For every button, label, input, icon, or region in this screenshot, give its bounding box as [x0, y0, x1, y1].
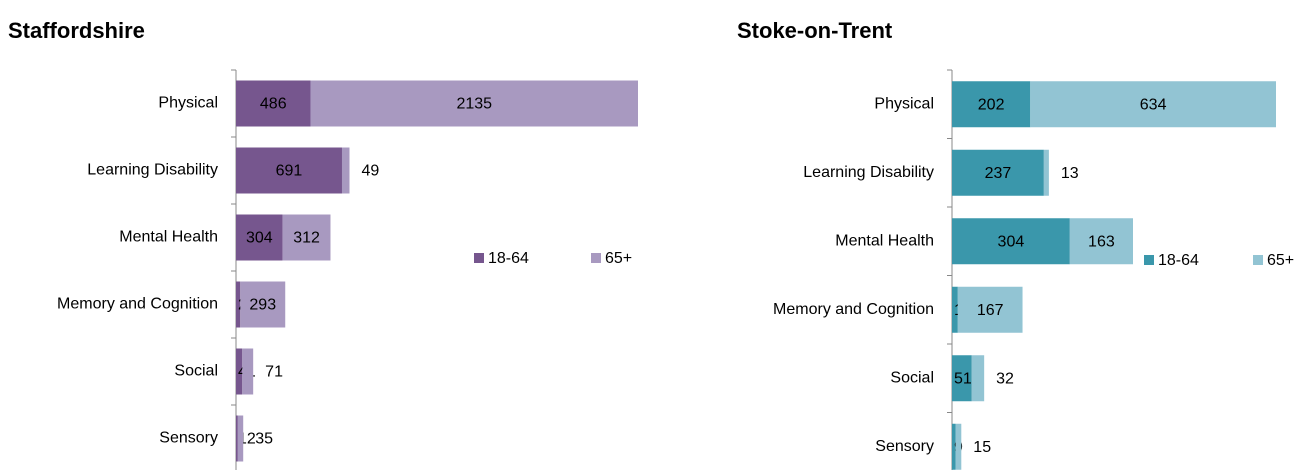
data-label: 71 [265, 364, 283, 381]
bar-segment [952, 355, 972, 402]
bar-segment [236, 214, 283, 261]
bar-segment [952, 81, 1031, 128]
data-label: 237 [985, 165, 1012, 182]
category-label: Physical [874, 95, 934, 112]
bar-segment [236, 281, 241, 328]
category-label: Learning Disability [803, 164, 934, 181]
bar-segment [1030, 81, 1276, 128]
data-label: 167 [977, 302, 1004, 319]
legend-swatch [591, 253, 601, 263]
category-label: Physical [158, 95, 218, 112]
legend-label: 65+ [605, 250, 632, 267]
data-label: 304 [998, 233, 1025, 250]
bar-segment [310, 80, 638, 127]
bar-segment [237, 415, 244, 462]
category-label: Sensory [159, 430, 218, 447]
data-label: 163 [1088, 233, 1115, 250]
data-label: 51 [954, 370, 972, 387]
chart-title: Stoke-on-Trent [737, 18, 893, 43]
bar-segment [1069, 218, 1133, 265]
legend-swatch [1253, 255, 1263, 265]
bar-segment [236, 348, 243, 395]
data-label: 634 [1140, 96, 1167, 113]
category-label: Learning Disability [87, 162, 218, 179]
category-label: Mental Health [835, 232, 934, 249]
data-label: 312 [293, 230, 320, 247]
bar-segment [955, 423, 962, 470]
legend-swatch [1144, 255, 1154, 265]
bar-segment [952, 149, 1044, 196]
data-label: 304 [246, 230, 273, 247]
data-label: 13 [1061, 165, 1079, 182]
legend-swatch [474, 253, 484, 263]
data-label: 486 [260, 96, 287, 113]
bar-segment [240, 281, 286, 328]
legend-label: 65+ [1267, 252, 1294, 269]
bar-segment [236, 415, 238, 462]
chart-title: Staffordshire [8, 18, 145, 43]
data-label: 2135 [456, 96, 492, 113]
data-label: 691 [276, 163, 303, 180]
bar-segment [341, 147, 350, 194]
data-label: 202 [978, 96, 1005, 113]
bar-segment [1043, 149, 1049, 196]
category-label: Mental Health [119, 229, 218, 246]
bar-segment [282, 214, 331, 261]
bar-segment [952, 218, 1070, 265]
data-label: 49 [361, 163, 379, 180]
category-label: Memory and Cognition [57, 296, 218, 313]
bar-segment [957, 286, 1023, 333]
bar-segment [971, 355, 985, 402]
legend-label: 18-64 [488, 250, 529, 267]
bar-segment [952, 286, 958, 333]
data-label: 293 [249, 297, 276, 314]
data-label: 32 [996, 370, 1014, 387]
bar-segment [236, 80, 311, 127]
category-label: Memory and Cognition [773, 301, 934, 318]
category-label: Social [890, 369, 934, 386]
data-label: 35 [255, 431, 273, 448]
data-label: 15 [973, 439, 991, 456]
category-label: Social [174, 363, 218, 380]
bar-segment [236, 147, 342, 194]
category-label: Sensory [875, 438, 934, 455]
bar-segment [242, 348, 254, 395]
legend-label: 18-64 [1158, 252, 1199, 269]
bar-segment [952, 423, 956, 470]
